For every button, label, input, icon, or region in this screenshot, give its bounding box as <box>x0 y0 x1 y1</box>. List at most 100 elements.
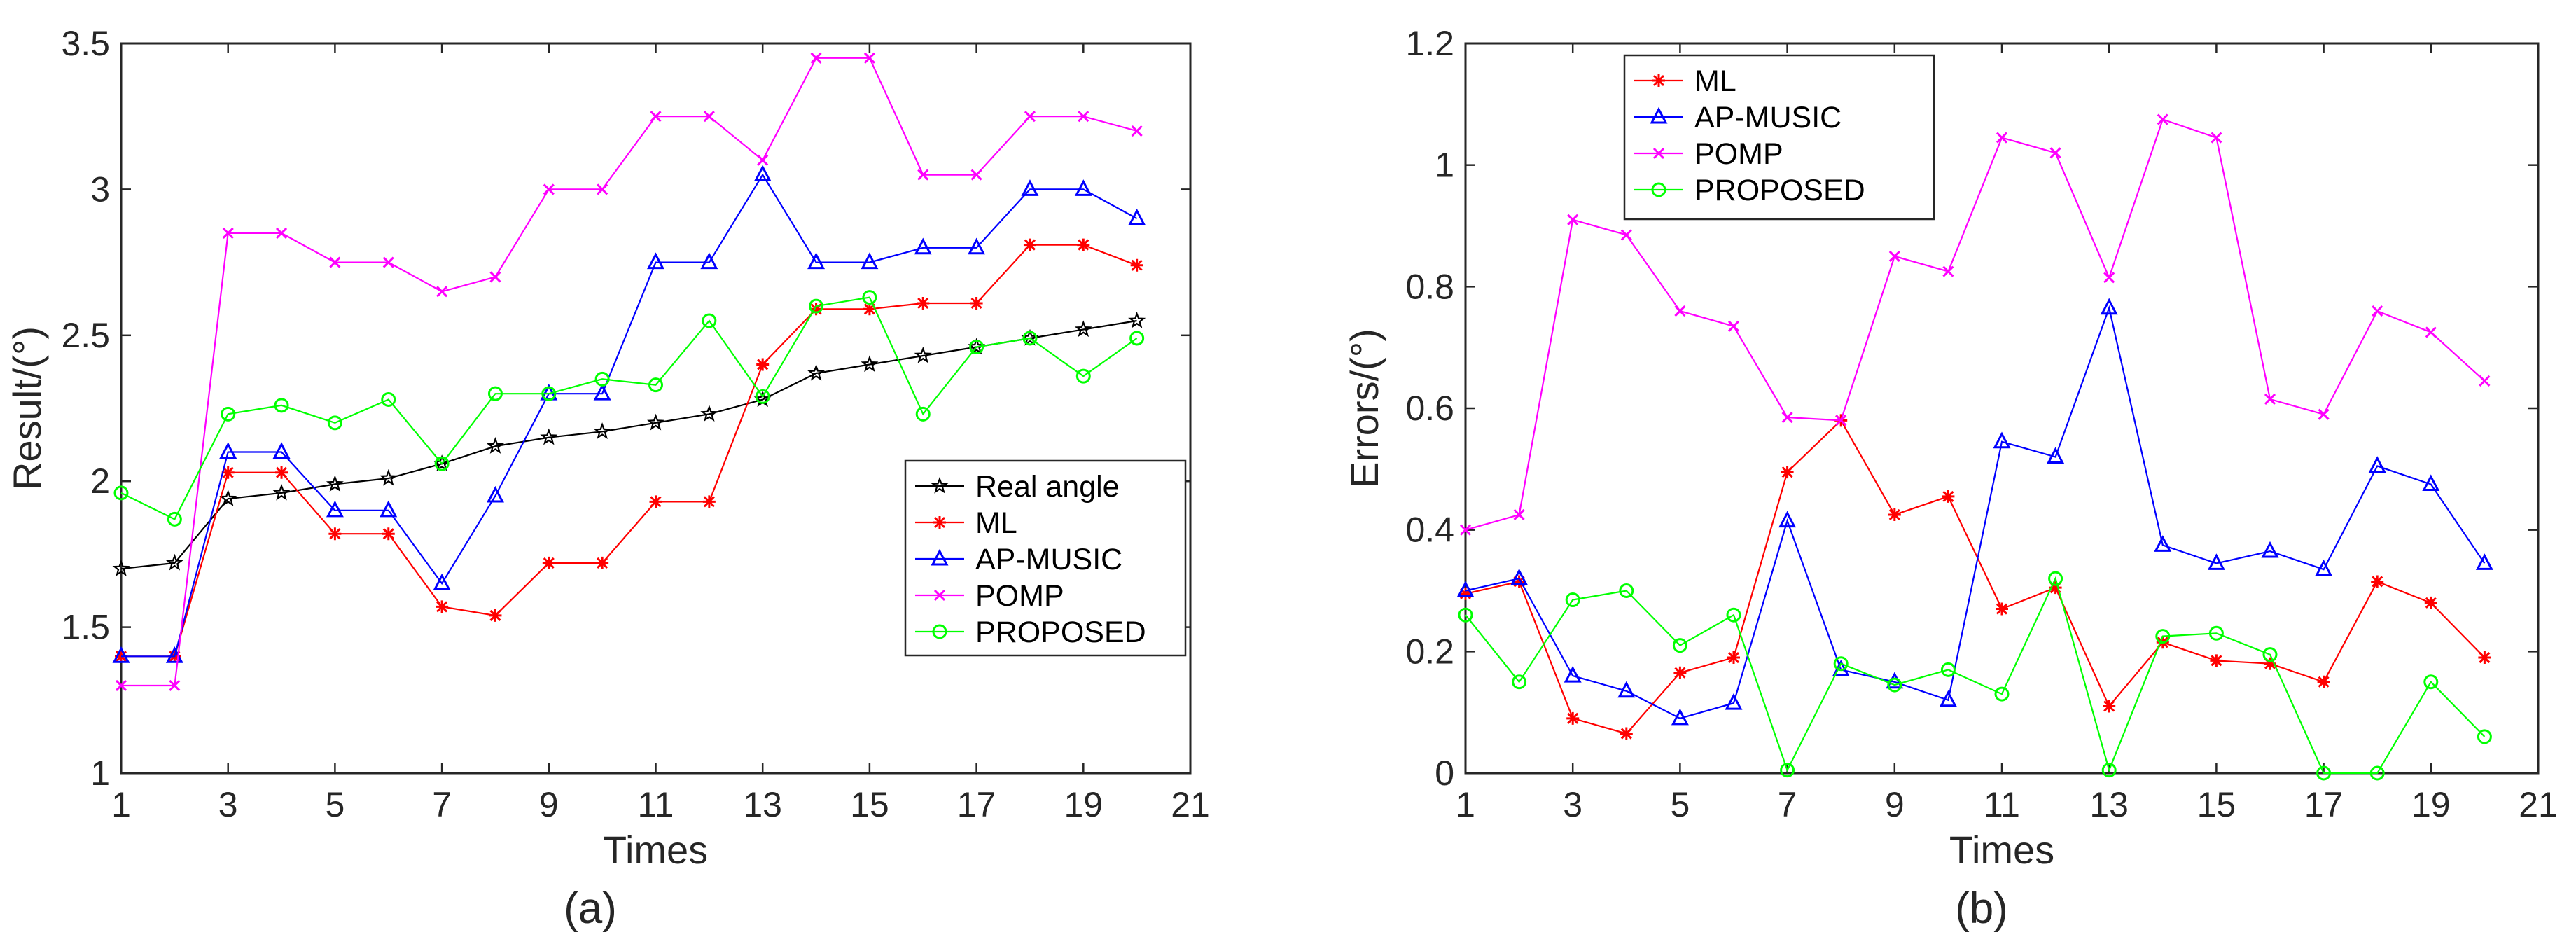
data-point-ap-music <box>1671 708 1689 726</box>
data-point-ml <box>1673 666 1687 679</box>
data-point-pomp <box>2479 375 2491 387</box>
x-tick-label: 9 <box>539 785 559 824</box>
data-point-ml <box>1459 587 1472 600</box>
data-point-ml <box>436 600 449 613</box>
legend-label-pomp: POMP <box>975 579 1064 613</box>
plot-area-a <box>120 42 1192 775</box>
data-point-ml <box>1023 238 1036 251</box>
legend-item-ml: ML <box>1634 64 1736 98</box>
x-tick-label: 17 <box>957 785 996 824</box>
data-point-ap-music <box>2047 447 2065 464</box>
y-axis-label-b: Errors/(°) <box>1342 328 1386 488</box>
data-point-ml <box>596 556 609 569</box>
x-tick-label: 11 <box>1984 785 2020 824</box>
data-point-ml <box>1942 490 1955 503</box>
data-point-ap-music <box>1456 581 1475 597</box>
series-group-a <box>112 52 1146 692</box>
data-point-real-angle <box>112 560 130 576</box>
data-point-real-angle <box>914 346 932 363</box>
data-point-pomp <box>863 52 875 64</box>
legend-marker-ap-music <box>931 548 949 566</box>
data-point-ap-music <box>1617 681 1636 698</box>
data-point-ap-music <box>914 237 932 255</box>
data-point-proposed <box>221 406 236 422</box>
data-point-proposed <box>327 415 342 431</box>
series-line-proposed <box>1465 576 2486 775</box>
series-proposed-a <box>113 290 1145 527</box>
data-point-real-angle <box>219 490 237 506</box>
y-tick-label: 0.4 <box>1405 511 1454 550</box>
legend-marker-ml <box>933 516 946 529</box>
legend-label-pomp: POMP <box>1694 137 1783 171</box>
x-tick-label: 17 <box>2304 785 2344 824</box>
x-tick-label: 5 <box>1670 785 1690 824</box>
series-line-proposed <box>120 296 1138 520</box>
data-point-ml <box>702 495 716 508</box>
data-point-ap-music <box>486 485 504 503</box>
data-point-real-angle <box>1074 320 1092 338</box>
data-point-ml <box>489 609 502 622</box>
data-point-ap-music <box>593 383 611 401</box>
x-tick-label: 21 <box>2519 785 2558 824</box>
y-tick-label: 0 <box>1435 754 1454 793</box>
data-point-pomp <box>1024 111 1036 123</box>
data-point-pomp <box>1781 411 1793 424</box>
data-point-pomp <box>222 227 234 239</box>
data-point-proposed <box>755 389 770 404</box>
data-point-pomp <box>543 183 555 195</box>
data-point-proposed <box>2477 729 2492 744</box>
legend-item-ml: ML <box>915 506 1017 540</box>
data-point-pomp <box>917 169 929 181</box>
x-tick-label: 7 <box>1778 785 1797 824</box>
data-point-proposed <box>1619 583 1634 598</box>
series-pomp-b <box>1459 113 2491 536</box>
data-point-ap-music <box>380 500 398 518</box>
x-tick-label: 1 <box>1456 785 1475 824</box>
data-point-ml <box>2210 654 2223 667</box>
x-tick-label: 1 <box>111 785 131 824</box>
data-point-ap-music <box>861 252 879 270</box>
data-point-proposed <box>1940 662 1956 677</box>
data-point-ap-music <box>272 442 291 459</box>
data-point-pomp <box>1835 415 1847 426</box>
data-point-proposed <box>648 377 663 393</box>
data-point-ml <box>1566 711 1580 725</box>
data-point-pomp <box>169 679 181 692</box>
legend-marker-pomp <box>1652 147 1665 160</box>
data-point-pomp <box>650 111 662 123</box>
data-point-ap-music <box>1939 690 1957 707</box>
x-tick-label: 15 <box>2197 785 2236 824</box>
y-tick-label: 2.5 <box>61 316 110 355</box>
data-point-ml <box>328 527 342 541</box>
x-tick-label: 5 <box>325 785 344 824</box>
data-point-proposed <box>541 386 557 401</box>
legend-label-real-angle: Real angle <box>975 470 1120 504</box>
data-point-proposed <box>1512 674 1527 690</box>
data-point-ml <box>1996 602 2008 616</box>
legend-marker-proposed <box>1651 182 1666 197</box>
data-point-pomp <box>2264 393 2276 405</box>
legend-label-ap-music: AP-MUSIC <box>1694 101 1842 134</box>
data-point-proposed <box>1565 592 1580 608</box>
legend-label-proposed: PROPOSED <box>1694 174 1865 207</box>
data-point-ml <box>2049 581 2062 595</box>
data-point-ml <box>2371 575 2384 588</box>
x-axis-label-b: Times <box>1949 828 2054 872</box>
data-point-proposed <box>2316 765 2332 781</box>
data-point-ap-music <box>2100 298 2118 315</box>
legend-marker-ap-music <box>1650 106 1668 124</box>
data-point-pomp <box>2318 408 2330 420</box>
legend-box <box>1623 54 1935 221</box>
series-ml-b <box>1459 414 2491 740</box>
data-point-proposed <box>274 398 289 413</box>
data-point-pomp <box>1078 111 1089 123</box>
legend-item-proposed: PROPOSED <box>1634 174 1865 207</box>
data-point-ml <box>542 556 555 569</box>
data-point-pomp <box>2049 147 2061 159</box>
data-point-proposed <box>1887 677 1902 693</box>
data-point-ap-music <box>1074 179 1092 196</box>
data-point-real-angle <box>380 468 398 486</box>
data-point-ap-music <box>1021 179 1039 196</box>
